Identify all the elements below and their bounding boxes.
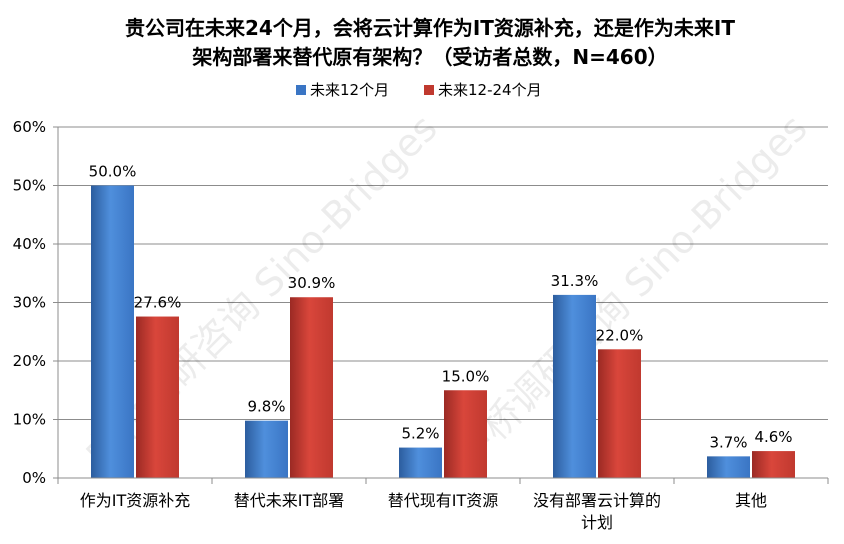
data-label: 27.6% bbox=[134, 294, 182, 312]
bar-series-1 bbox=[707, 456, 750, 478]
data-label: 15.0% bbox=[442, 367, 490, 385]
bar-series-1 bbox=[553, 294, 596, 478]
y-tick-label: 20% bbox=[13, 352, 46, 370]
bar-series-2 bbox=[444, 390, 487, 478]
bar-series-2 bbox=[136, 316, 179, 478]
data-label: 3.7% bbox=[709, 433, 747, 451]
data-label: 5.2% bbox=[401, 425, 439, 443]
bar-series-1 bbox=[399, 447, 442, 478]
y-tick-label: 60% bbox=[13, 118, 46, 136]
x-category-label: 替代现有IT资源 bbox=[388, 491, 499, 510]
y-tick-label: 10% bbox=[13, 411, 46, 429]
data-label: 9.8% bbox=[247, 398, 285, 416]
y-tick-label: 0% bbox=[22, 469, 46, 487]
data-label: 4.6% bbox=[754, 428, 792, 446]
chart-title-line-1: 贵公司在未来24个月，会将云计算作为IT资源补充，还是作为未来IT bbox=[125, 16, 735, 40]
x-category-label: 其他 bbox=[735, 491, 767, 510]
bar-series-2 bbox=[598, 349, 641, 478]
data-label: 30.9% bbox=[288, 274, 336, 292]
legend-label: 未来12个月 bbox=[310, 81, 389, 99]
legend-swatch bbox=[424, 85, 434, 95]
legend-swatch bbox=[296, 85, 306, 95]
x-category-label: 没有部署云计算的 bbox=[533, 491, 661, 510]
data-label: 50.0% bbox=[89, 163, 137, 181]
chart-title: 贵公司在未来24个月，会将云计算作为IT资源补充，还是作为未来IT 架构部署来替… bbox=[60, 14, 800, 72]
bar-series-1 bbox=[245, 420, 288, 478]
legend-label: 未来12-24个月 bbox=[438, 81, 542, 99]
data-label: 31.3% bbox=[551, 272, 599, 290]
x-category-label: 计划 bbox=[581, 513, 613, 532]
y-tick-label: 40% bbox=[13, 235, 46, 253]
x-category-label: 作为IT资源补充 bbox=[80, 491, 191, 510]
x-category-label: 替代未来IT部署 bbox=[234, 491, 345, 510]
y-tick-label: 50% bbox=[13, 177, 46, 195]
bar-series-2 bbox=[752, 451, 795, 478]
bar-series-2 bbox=[290, 297, 333, 478]
bar-series-1 bbox=[91, 185, 134, 478]
data-label: 22.0% bbox=[596, 326, 644, 344]
chart-title-line-2: 架构部署来替代原有架构？（受访者总数，N=460） bbox=[192, 45, 668, 69]
y-tick-label: 30% bbox=[13, 294, 46, 312]
